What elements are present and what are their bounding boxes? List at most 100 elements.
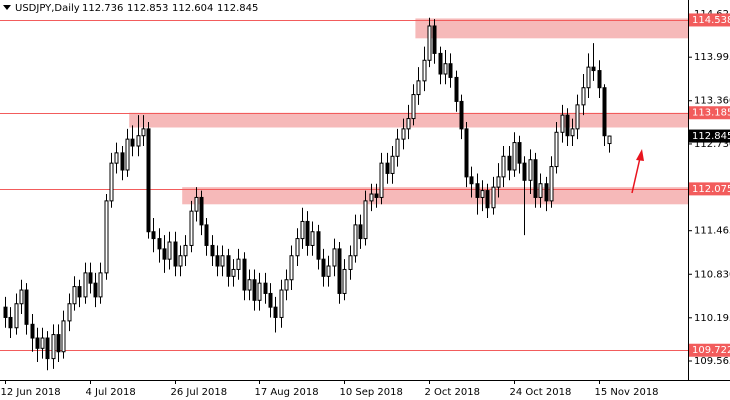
candle-body: [401, 128, 406, 140]
candle-body: [14, 303, 19, 329]
last-price-bg: [689, 129, 730, 143]
candle-body: [507, 155, 512, 171]
candle-body: [19, 289, 24, 305]
candle-body: [189, 210, 194, 246]
candle-body: [136, 135, 141, 147]
candle-body: [432, 25, 437, 54]
candle-body: [88, 272, 93, 284]
candle-body: [575, 104, 580, 130]
candle-body: [30, 323, 35, 339]
candle-body: [125, 138, 130, 171]
candle-body: [56, 334, 61, 353]
candle-body: [77, 286, 82, 298]
x-tick-label: 15 Nov 2018: [595, 387, 659, 398]
candle-body: [257, 282, 262, 301]
candle-body: [602, 87, 607, 137]
candle-body: [72, 286, 77, 305]
candle-body: [459, 100, 464, 130]
candle-body: [326, 265, 331, 277]
candle-body: [586, 66, 591, 89]
candle-body: [480, 190, 485, 198]
candle-body: [358, 224, 363, 240]
candle-body: [236, 258, 241, 270]
candle-body: [379, 162, 384, 198]
candle-body: [544, 183, 549, 202]
x-tick-label: 2 Oct 2018: [425, 387, 480, 398]
candle-body: [528, 159, 533, 181]
candle-body: [40, 337, 45, 349]
candle-body: [443, 63, 448, 75]
level-label-bg: [689, 13, 730, 27]
candle-body: [8, 316, 13, 329]
candle-body: [295, 238, 300, 257]
candle-body: [104, 200, 109, 274]
y-tick-label: 113.360: [694, 96, 730, 107]
candle-body: [554, 131, 559, 168]
x-tick-label: 4 Jul 2018: [86, 387, 136, 398]
candle-body: [83, 272, 88, 298]
candle-body: [501, 155, 506, 178]
zone: [182, 187, 688, 205]
level-label: 109.722: [692, 345, 730, 356]
x-tick-label: 12 Jun 2018: [1, 387, 61, 398]
x-tick-label: 17 Aug 2018: [255, 387, 319, 398]
candle-body: [411, 94, 416, 120]
candle-body: [263, 282, 268, 294]
candle-body: [438, 52, 443, 75]
candle-body: [581, 87, 586, 106]
level-label-bg: [689, 106, 730, 120]
annotation-arrow: [631, 149, 644, 194]
candle-body: [316, 231, 321, 260]
candle-body: [533, 159, 538, 198]
candle-body: [469, 176, 474, 185]
candle-body: [252, 279, 257, 301]
candle-body: [416, 80, 421, 96]
ohlc-close: 112.845: [217, 3, 258, 14]
level-label: 113.185: [692, 108, 730, 119]
candle-body: [151, 231, 156, 240]
candle-body: [305, 220, 310, 246]
candle-body: [268, 292, 273, 308]
candle-body: [538, 183, 543, 198]
candle-body: [178, 255, 183, 267]
candle-body: [194, 196, 199, 212]
symbol-title: USDJPY,Daily: [15, 3, 80, 14]
candle-body: [93, 282, 98, 298]
y-tick-label: 109.565: [694, 356, 730, 367]
candle-body: [215, 255, 220, 267]
candle-body: [385, 162, 390, 174]
candle-body: [448, 63, 453, 78]
level-label-bg: [689, 182, 730, 196]
candle-body: [226, 255, 231, 277]
candle-body: [289, 255, 294, 281]
arrow-shaft: [631, 157, 641, 194]
candle-body: [173, 241, 178, 267]
candle-body: [3, 306, 8, 318]
candle-body: [120, 152, 125, 171]
candle-body: [374, 193, 379, 198]
candle-body: [348, 255, 353, 270]
menu-triangle[interactable]: [3, 5, 11, 10]
candle-body: [512, 142, 517, 171]
candle-body: [146, 128, 151, 233]
candle-body: [607, 135, 612, 145]
candle-body: [51, 334, 56, 360]
candle-body: [549, 166, 554, 202]
candle-body: [204, 224, 209, 246]
candle-body: [406, 118, 411, 130]
y-tick-label: 111.465: [694, 226, 730, 237]
candle-body: [61, 320, 66, 353]
ohlc-low: 112.604: [172, 3, 213, 14]
arrow-head: [636, 149, 644, 161]
candle-body: [157, 238, 162, 250]
candle-body: [454, 76, 459, 102]
candle-body: [522, 162, 527, 181]
candle-body: [67, 303, 72, 322]
candle-body: [273, 306, 278, 318]
candle-body: [279, 289, 284, 318]
ohlc-open: 112.736: [82, 3, 123, 14]
candle-body: [464, 128, 469, 178]
candle-body: [199, 196, 204, 226]
candle-body: [427, 25, 432, 61]
candle-body: [45, 337, 50, 360]
